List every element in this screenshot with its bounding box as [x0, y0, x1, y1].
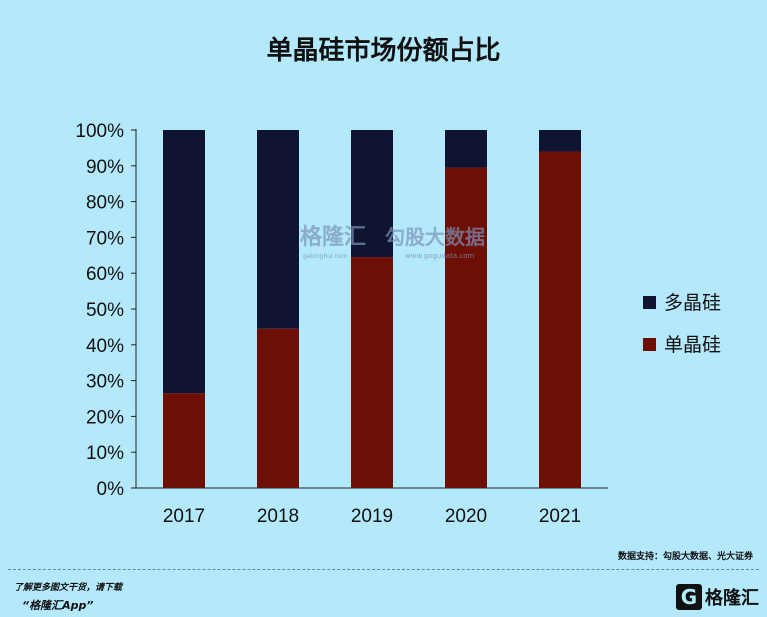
bars — [163, 130, 581, 489]
stacked-bar-chart: 0%10%20%30%40%50%60%70%80%90%100% 2017 20… — [75, 121, 721, 527]
x-tick-label: 2017 — [163, 506, 205, 527]
x-tick-label: 2021 — [539, 506, 581, 527]
x-tick-label: 2020 — [445, 506, 487, 527]
brand-mark-icon: G — [676, 584, 702, 610]
bar — [445, 130, 487, 168]
bar — [351, 130, 393, 258]
bar — [257, 130, 299, 329]
divider — [8, 569, 759, 570]
source-note: 数据支持：勾股大数据、光大证券 — [617, 552, 753, 562]
bar — [539, 151, 581, 489]
y-tick-label: 10% — [86, 443, 124, 464]
watermark-small-left: gelonghui.com — [303, 253, 348, 260]
y-tick-label: 0% — [97, 479, 125, 500]
legend-swatch — [643, 296, 656, 309]
bar — [257, 328, 299, 488]
bar — [351, 257, 393, 488]
bar — [163, 393, 205, 488]
y-tick-label: 30% — [86, 372, 124, 393]
y-tick-label: 80% — [86, 193, 124, 214]
brand-text: 格隆汇 — [705, 588, 759, 609]
bar — [163, 130, 205, 394]
y-tick-label: 20% — [86, 407, 124, 428]
app-name: “格隆汇App” — [22, 599, 94, 612]
y-tick-label: 50% — [86, 300, 124, 321]
y-tick-label: 60% — [86, 264, 124, 285]
chart-title: 单晶硅市场份额占比 — [266, 36, 501, 66]
y-tick-label: 70% — [86, 228, 124, 249]
y-tick-label: 100% — [75, 121, 124, 142]
brand-logo: G 格隆汇 — [676, 584, 759, 610]
watermark: 格隆汇 勾股大数据 gelonghui.com www.gogudata.com — [300, 224, 485, 260]
legend-label: 单晶硅 — [664, 334, 721, 356]
legend-swatch — [643, 338, 656, 351]
bar — [445, 167, 487, 488]
watermark-right: 勾股大数据 — [385, 225, 485, 249]
legend-label: 多晶硅 — [664, 292, 721, 314]
bar — [539, 130, 581, 152]
y-axis: 0% 10% 20% 30% 40% 50% 60% 70% 80% 90% 100% — [75, 121, 608, 500]
x-tick-label: 2019 — [351, 506, 393, 527]
x-axis: 2017 2018 2019 2020 2021 — [163, 506, 581, 527]
download-hint: 了解更多图文干货，请下载 — [14, 583, 123, 593]
watermark-small-right: www.gogudata.com — [405, 252, 474, 260]
watermark-main: 格隆汇 — [300, 224, 366, 250]
x-tick-label: 2018 — [257, 506, 299, 527]
y-tick-label: 90% — [86, 157, 124, 178]
y-tick-label: 40% — [86, 336, 124, 357]
